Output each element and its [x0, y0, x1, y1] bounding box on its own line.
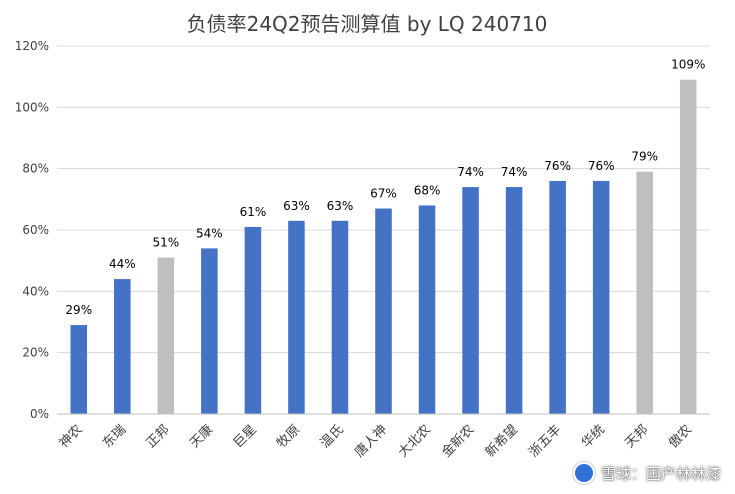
- data-label: 109%: [671, 58, 705, 72]
- bar-4: [244, 226, 262, 414]
- data-label: 74%: [457, 165, 484, 179]
- value-labels: 29% 44% 51% 54% 61% 63% 63% 67% 68% 74% 74% 76% 76% 7…: [65, 58, 705, 317]
- bar-14: [679, 79, 697, 414]
- x-tick-label: 正邦: [144, 422, 173, 451]
- data-label: 68%: [414, 183, 441, 197]
- x-tick-label: 天康: [186, 422, 216, 452]
- bar-3: [201, 248, 218, 414]
- x-tick-label: 神农: [57, 422, 86, 451]
- y-tick-label: 40%: [22, 284, 49, 298]
- x-tick-label: 天邦: [623, 422, 652, 451]
- xueqiu-logo-icon: [572, 462, 595, 484]
- data-label: 74%: [501, 165, 528, 179]
- data-label: 76%: [544, 159, 571, 173]
- x-tick-label: 浙五丰: [526, 422, 564, 460]
- data-label: 51%: [152, 236, 179, 250]
- bar-11: [549, 180, 566, 414]
- x-tick-label: 傲农: [666, 422, 695, 451]
- chart-title: 负债率24Q2预告测算值 by LQ 240710: [187, 12, 548, 36]
- bar-1: [114, 279, 131, 414]
- data-label: 29%: [65, 303, 92, 317]
- x-tick-label: 巨星: [231, 422, 260, 451]
- bar-2: [157, 257, 175, 414]
- y-tick-label: 100%: [15, 100, 49, 114]
- x-tick-label: 大北农: [396, 422, 434, 460]
- bar-10: [505, 187, 523, 414]
- y-tick-label: 20%: [22, 346, 49, 360]
- bar-6: [331, 220, 349, 414]
- data-label: 54%: [196, 226, 223, 240]
- data-label: 61%: [240, 205, 267, 219]
- x-tick-label: 唐人神: [351, 422, 390, 461]
- y-tick-label: 80%: [22, 162, 49, 176]
- watermark-text: 雪球：国产林林漆: [600, 464, 721, 483]
- bar-9: [462, 187, 479, 414]
- bar-13: [636, 171, 653, 414]
- bar-8: [418, 205, 436, 414]
- data-label: 44%: [109, 257, 136, 271]
- data-label: 63%: [327, 199, 354, 213]
- x-tick-label: 金新农: [438, 422, 477, 461]
- bars: [70, 79, 697, 414]
- x-tick-label: 华统: [579, 422, 608, 451]
- bar-12: [592, 180, 610, 414]
- y-tick-label: 120%: [15, 39, 49, 53]
- x-tick-label: 温氏: [318, 422, 347, 451]
- bar-7: [375, 208, 392, 414]
- x-tick-label: 牧原: [274, 422, 303, 451]
- data-label: 63%: [283, 199, 310, 213]
- data-label: 67%: [370, 187, 397, 201]
- watermark: 雪球：国产林林漆: [572, 462, 721, 484]
- y-tick-label: 60%: [22, 223, 49, 237]
- data-label: 76%: [588, 159, 615, 173]
- data-label: 79%: [631, 150, 658, 164]
- bar-0: [70, 325, 88, 414]
- x-tick-label: 新希望: [482, 422, 521, 461]
- y-axis: 0% 20% 40% 60% 80% 100% 120%: [15, 39, 49, 421]
- x-tick-label: 东瑞: [100, 422, 129, 451]
- x-axis: 神农 东瑞 正邦 天康 巨星 牧原 温氏 唐人神 大北农 金新农 新希望 浙五丰 华统 天邦 傲农: [57, 413, 710, 461]
- bar-5: [288, 220, 305, 414]
- y-tick-label: 0%: [30, 407, 49, 421]
